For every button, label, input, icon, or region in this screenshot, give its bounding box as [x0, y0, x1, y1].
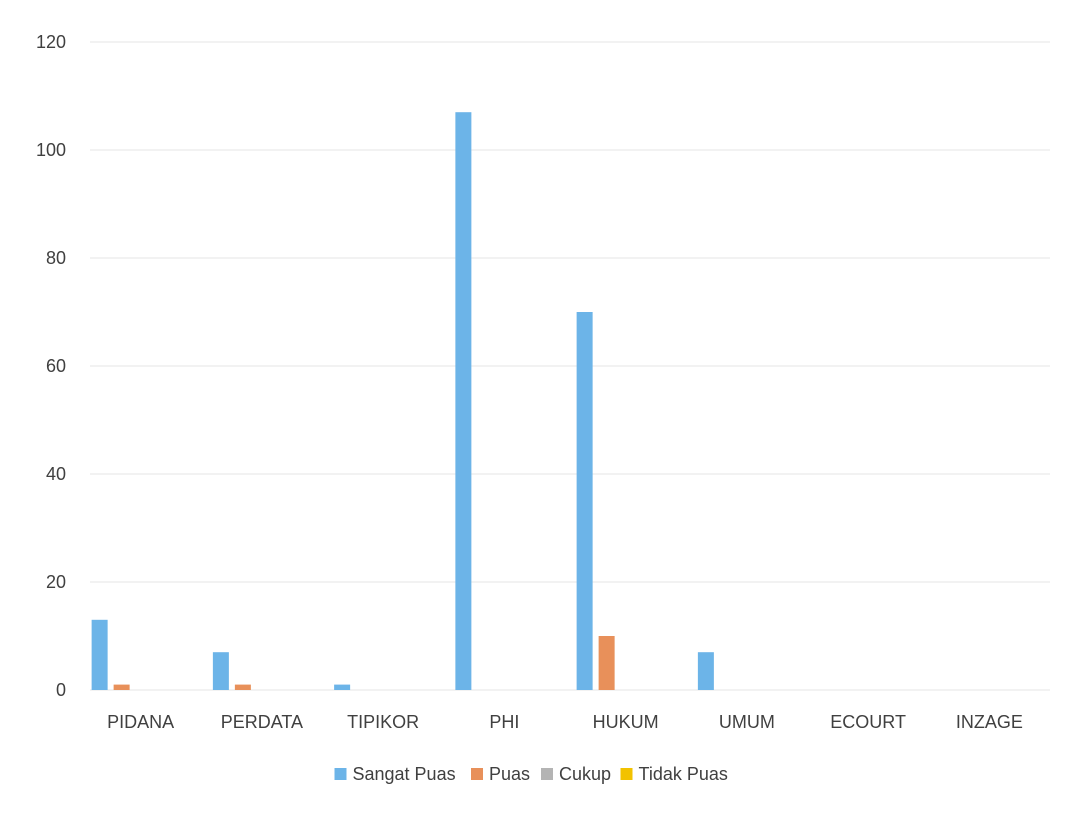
bars: [91, 112, 714, 690]
x-category-label: TIPIKOR: [347, 712, 419, 732]
x-category-label: PHI: [489, 712, 519, 732]
bar-sangat-puas-tipikor: [334, 684, 351, 690]
bar-puas-perdata: [234, 684, 251, 690]
legend-label: Sangat Puas: [353, 764, 456, 784]
legend-swatch: [541, 768, 553, 780]
y-tick-label: 60: [46, 356, 66, 376]
bar-sangat-puas-perdata: [212, 652, 229, 690]
legend-label: Puas: [489, 764, 530, 784]
bar-sangat-puas-pidana: [91, 619, 108, 690]
gridlines: [90, 41, 1050, 691]
y-tick-label: 40: [46, 464, 66, 484]
bar-puas-pidana: [113, 684, 130, 690]
x-category-label: HUKUM: [593, 712, 659, 732]
y-tick-label: 80: [46, 248, 66, 268]
x-category-label: PIDANA: [107, 712, 174, 732]
legend-swatch: [471, 768, 483, 780]
legend-swatch: [334, 768, 347, 780]
y-tick-label: 20: [46, 572, 66, 592]
y-tick-label: 120: [36, 32, 66, 52]
y-tick-label: 100: [36, 140, 66, 160]
legend-swatch: [620, 768, 633, 780]
x-category-label: UMUM: [719, 712, 775, 732]
bar-puas-hukum: [598, 636, 615, 690]
bar-sangat-puas-phi: [455, 112, 472, 690]
x-axis-categories: PIDANA PERDATA TIPIKOR PHI HUKUM UMUM ECOURT IN…: [107, 712, 1023, 732]
x-category-label: ECOURT: [830, 712, 906, 732]
y-tick-label: 0: [56, 680, 66, 700]
bar-sangat-puas-hukum: [576, 312, 593, 690]
legend: Sangat Puas Puas Cukup Tidak Puas: [334, 764, 728, 784]
y-axis-ticks: 0 20 40 60 80 100 120: [36, 32, 66, 700]
x-category-label: INZAGE: [956, 712, 1023, 732]
x-category-label: PERDATA: [221, 712, 303, 732]
legend-label: Tidak Puas: [639, 764, 728, 784]
bar-sangat-puas-umum: [697, 652, 714, 690]
legend-label: Cukup: [559, 764, 611, 784]
